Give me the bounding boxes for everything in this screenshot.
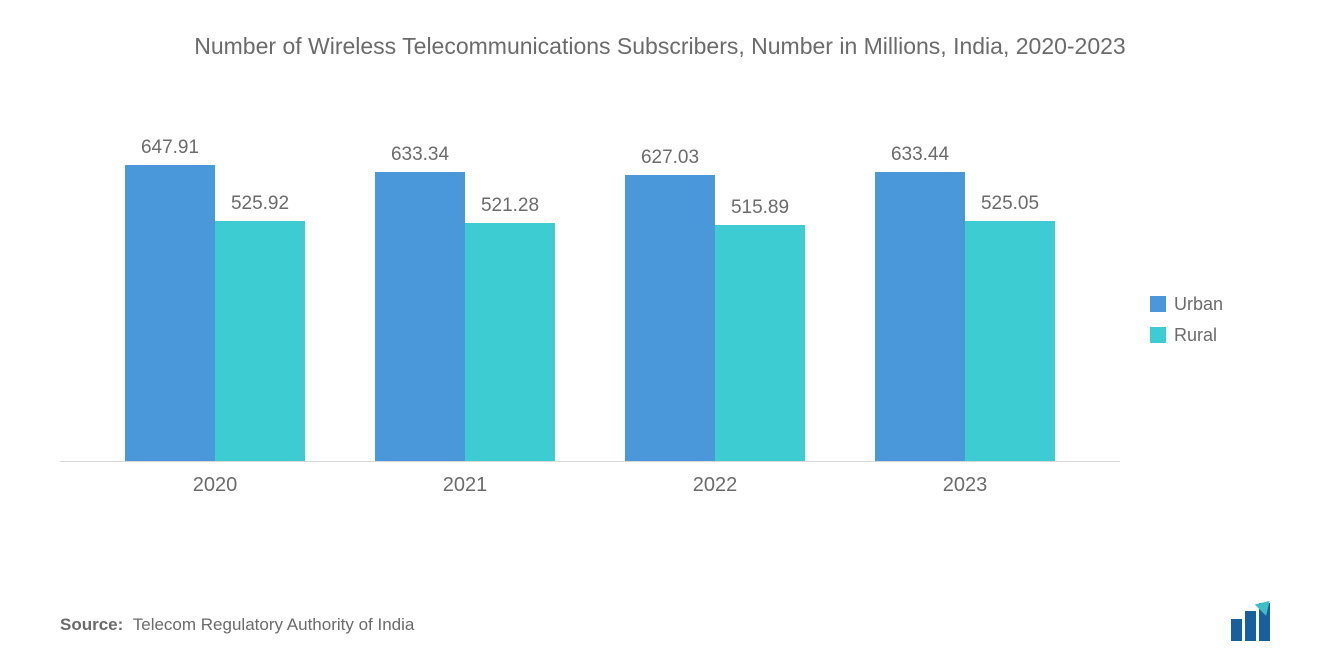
chart-title: Number of Wireless Telecommunications Su… — [60, 30, 1260, 62]
x-axis-label: 2021 — [340, 474, 590, 497]
bar-value-label: 521.28 — [481, 195, 539, 217]
bar-wrap: 515.89 — [715, 197, 805, 461]
legend-item: Rural — [1150, 325, 1260, 346]
chart-container: Number of Wireless Telecommunications Su… — [0, 0, 1320, 665]
bar — [375, 172, 465, 462]
source-prefix: Source: — [60, 615, 123, 634]
bar-wrap: 521.28 — [465, 195, 555, 461]
x-axis-label: 2023 — [840, 474, 1090, 497]
bar — [875, 172, 965, 462]
legend-label: Urban — [1174, 294, 1223, 315]
bar-value-label: 633.44 — [891, 144, 949, 166]
year-group: 627.03 515.89 — [625, 147, 805, 462]
bar-wrap: 525.05 — [965, 193, 1055, 461]
bar-wrap: 627.03 — [625, 147, 715, 462]
legend-label: Rural — [1174, 325, 1217, 346]
x-axis-label: 2020 — [90, 474, 340, 497]
plot-left: 647.91525.92633.34521.28627.03515.89633.… — [60, 142, 1120, 497]
legend-swatch — [1150, 296, 1166, 312]
legend-swatch — [1150, 327, 1166, 343]
legend: Urban Rural — [1150, 294, 1260, 346]
plot-area: 647.91525.92633.34521.28627.03515.89633.… — [60, 142, 1260, 497]
legend-item: Urban — [1150, 294, 1260, 315]
bar-value-label: 633.34 — [391, 144, 449, 166]
bars-section: 647.91525.92633.34521.28627.03515.89633.… — [60, 142, 1120, 462]
bar-value-label: 515.89 — [731, 197, 789, 219]
bar-value-label: 525.92 — [231, 193, 289, 215]
year-group: 647.91 525.92 — [125, 137, 305, 461]
bar-wrap: 633.44 — [875, 144, 965, 462]
x-axis-labels: 2020202120222023 — [60, 462, 1120, 497]
bar — [965, 221, 1055, 461]
bar — [125, 165, 215, 461]
bar-wrap: 633.34 — [375, 144, 465, 462]
bar-value-label: 627.03 — [641, 147, 699, 169]
bar — [625, 175, 715, 462]
x-axis-label: 2022 — [590, 474, 840, 497]
year-group: 633.34 521.28 — [375, 144, 555, 462]
bar — [215, 221, 305, 461]
bar-value-label: 647.91 — [141, 137, 199, 159]
bar-value-label: 525.05 — [981, 193, 1039, 215]
bar-wrap: 647.91 — [125, 137, 215, 461]
source-line: Source: Telecom Regulatory Authority of … — [60, 615, 414, 635]
bar-wrap: 525.92 — [215, 193, 305, 461]
bar — [715, 225, 805, 461]
year-group: 633.44 525.05 — [875, 144, 1055, 462]
source-text: Telecom Regulatory Authority of India — [133, 615, 415, 634]
logo-icon — [1231, 603, 1270, 641]
bar — [465, 223, 555, 461]
